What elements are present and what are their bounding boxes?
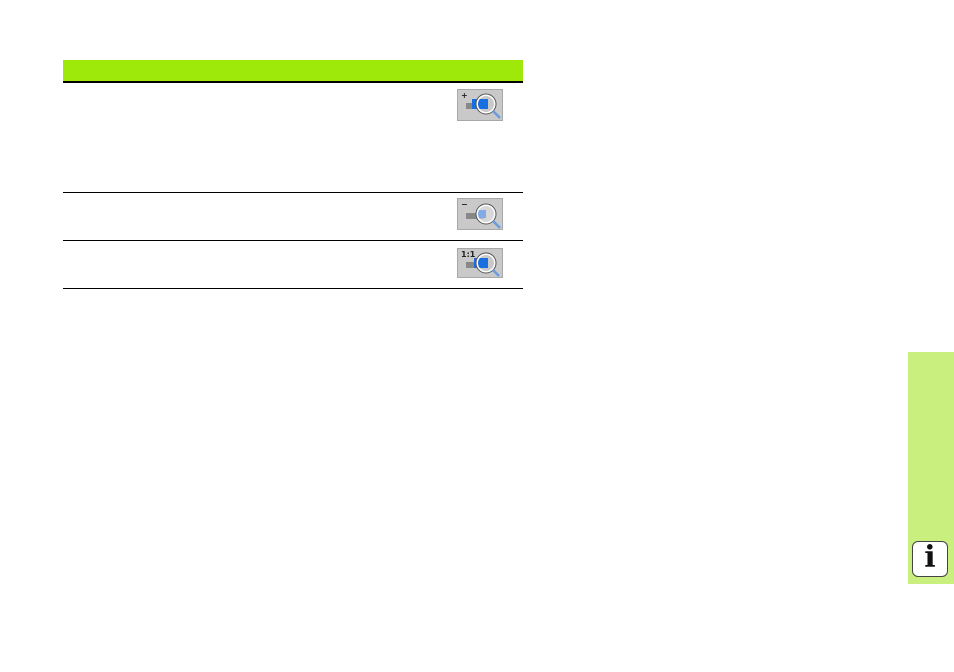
zoom-in-softkey-icon[interactable]: + xyxy=(457,89,503,121)
info-icon: i xyxy=(912,540,948,577)
chapter-side-tab: i xyxy=(908,352,954,584)
info-letter: i xyxy=(924,540,936,575)
table-row: + xyxy=(63,83,523,193)
plus-glyph: + xyxy=(461,91,468,100)
table-row: − xyxy=(63,193,523,241)
table-row: 1:1 xyxy=(63,241,523,289)
minus-glyph: − xyxy=(461,200,468,209)
one-to-one-glyph: 1:1 xyxy=(461,250,476,259)
table-header-bar xyxy=(63,60,523,83)
zoom-1to1-softkey-icon[interactable]: 1:1 xyxy=(457,248,503,278)
zoom-out-softkey-icon[interactable]: − xyxy=(457,198,503,230)
